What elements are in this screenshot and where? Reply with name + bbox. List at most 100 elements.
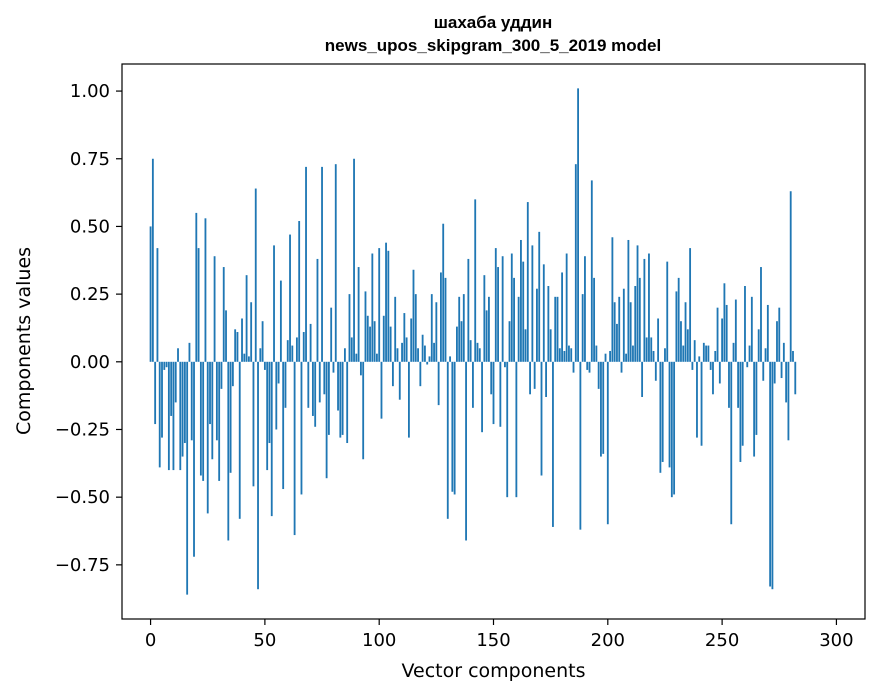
bar-225 (664, 348, 666, 362)
bar-263 (750, 296, 753, 362)
bar-216 (643, 258, 646, 362)
bar-144 (478, 348, 481, 362)
bar-111 (403, 313, 406, 362)
bar-129 (444, 277, 447, 362)
bar-270 (766, 304, 769, 362)
bar-21 (197, 248, 200, 362)
bar-80 (332, 361, 335, 373)
bar-211 (632, 345, 634, 362)
bar-143 (476, 342, 479, 362)
bar-34 (227, 361, 230, 541)
bar-201 (609, 350, 612, 362)
x-tick-label: 200 (591, 630, 625, 651)
bar-30 (218, 361, 221, 481)
bar-12 (177, 348, 179, 362)
bar-269 (764, 348, 767, 362)
bar-11 (174, 361, 177, 403)
bar-42 (245, 275, 248, 362)
bar-281 (792, 350, 794, 362)
bar-257 (737, 361, 740, 408)
bar-51 (266, 361, 269, 471)
y-tick-label: −0.50 (55, 487, 110, 508)
bar-240 (698, 356, 701, 362)
bar-238 (693, 340, 696, 362)
bar-90 (355, 353, 358, 362)
bar-57 (279, 280, 282, 362)
bar-239 (696, 361, 698, 438)
bar-72 (314, 361, 317, 427)
bar-45 (252, 361, 255, 487)
bar-244 (707, 345, 710, 362)
bar-235 (686, 329, 689, 362)
bar-158 (510, 253, 513, 362)
bar-255 (732, 342, 735, 362)
bar-234 (684, 302, 687, 362)
bar-191 (586, 361, 589, 370)
bar-8 (167, 361, 170, 471)
bar-196 (597, 361, 600, 389)
bar-163 (522, 261, 525, 362)
bar-146 (483, 275, 486, 362)
bar-94 (364, 291, 367, 362)
bar-16 (186, 361, 189, 595)
bar-41 (243, 353, 246, 362)
bar-142 (474, 199, 477, 362)
bar-247 (714, 350, 717, 362)
bar-126 (437, 361, 440, 406)
bar-159 (513, 277, 515, 362)
bar-168 (533, 361, 536, 389)
bar-76 (323, 361, 326, 395)
bar-22 (199, 361, 202, 476)
bar-59 (284, 361, 287, 408)
bar-192 (588, 361, 591, 373)
bar-165 (526, 202, 529, 362)
bar-207 (622, 288, 625, 362)
bar-172 (542, 264, 545, 362)
bar-227 (668, 361, 671, 468)
bar-236 (689, 248, 692, 362)
x-axis-ticks: 0 50 100 150 200 250 300 (145, 619, 854, 651)
bar-203 (613, 302, 616, 362)
bar-84 (341, 361, 344, 435)
bar-123 (430, 294, 433, 362)
bar-182 (565, 253, 568, 362)
bar-273 (773, 361, 776, 384)
bar-77 (325, 361, 328, 479)
bar-6 (163, 361, 166, 370)
bar-series (149, 88, 797, 595)
bar-198 (602, 361, 605, 454)
bar-278 (785, 361, 788, 403)
bar-245 (709, 361, 712, 370)
bar-89 (353, 158, 355, 362)
bar-87 (348, 294, 351, 362)
bar-81 (334, 164, 337, 362)
bar-265 (755, 361, 758, 435)
bar-200 (606, 361, 609, 525)
bar-153 (499, 361, 502, 427)
bar-226 (666, 261, 669, 362)
bar-138 (465, 361, 467, 541)
bar-39 (238, 361, 241, 519)
bar-266 (757, 329, 760, 362)
chart-subtitle: news_upos_skipgram_300_5_2019 model (325, 36, 661, 55)
bar-102 (382, 315, 385, 362)
bar-249 (718, 361, 721, 384)
bar-202 (611, 237, 614, 362)
bar-64 (295, 337, 298, 362)
bar-242 (702, 342, 705, 362)
bar-274 (776, 321, 778, 362)
bar-36 (231, 361, 234, 387)
bar-271 (769, 361, 772, 587)
bar-91 (357, 267, 360, 362)
bar-88 (350, 337, 353, 362)
bar-38 (236, 332, 239, 362)
bar-52 (268, 361, 271, 444)
bar-139 (467, 258, 470, 362)
bar-219 (650, 337, 653, 362)
bar-184 (570, 348, 573, 362)
bar-25 (206, 361, 209, 514)
bar-188 (579, 361, 582, 530)
bar-167 (531, 245, 534, 362)
bar-46 (254, 188, 257, 362)
bar-93 (362, 361, 365, 460)
